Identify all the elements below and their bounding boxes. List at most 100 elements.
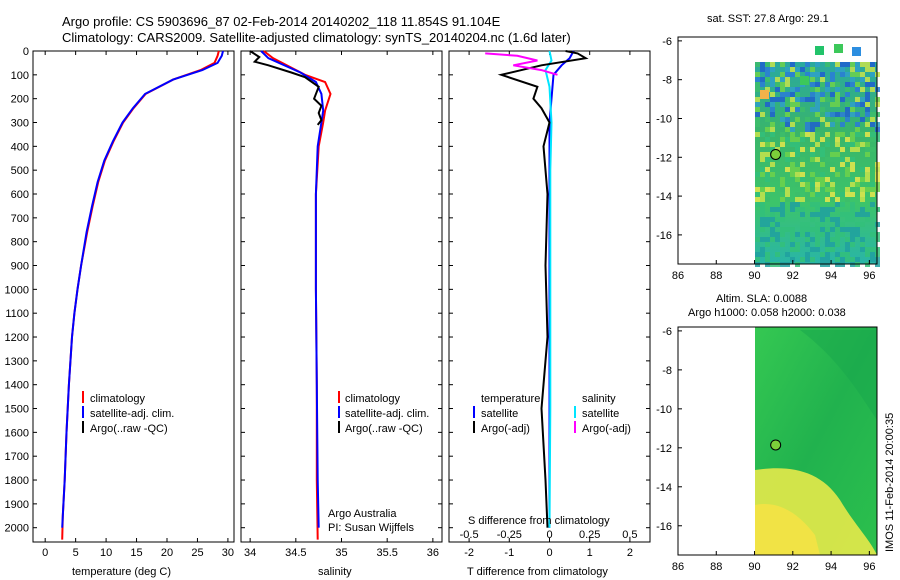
sst-pixel [825, 97, 830, 102]
sst-pixel [780, 117, 785, 122]
sst-pixel [820, 77, 825, 82]
sst-pixel [815, 237, 820, 242]
sst-pixel [820, 137, 825, 142]
sst-pixel [800, 207, 805, 212]
x-tick-label: 5 [73, 547, 79, 559]
sst-pixel [800, 177, 805, 182]
sst-pixel [780, 62, 785, 67]
sst-pixel [780, 202, 785, 207]
sst-pixel [755, 202, 760, 207]
sst-pixel [860, 62, 865, 67]
sst-pixel [760, 132, 765, 137]
sst-pixel [790, 207, 795, 212]
lon-tick-label: 94 [825, 270, 837, 282]
sst-pixel [860, 192, 865, 197]
sst-pixel [810, 147, 815, 152]
sst-pixel [860, 117, 865, 122]
sst-pixel [755, 187, 760, 192]
sst-pixel [870, 132, 875, 137]
sst-pixel [835, 92, 840, 97]
sst-pixel [855, 122, 860, 127]
sst-pixel [810, 97, 815, 102]
sst-pixel [860, 167, 865, 172]
sst-pixel [780, 197, 785, 202]
sst-pixel [805, 97, 810, 102]
sst-pixel [810, 202, 815, 207]
sst-pixel [780, 92, 785, 97]
sst-pixel [830, 157, 835, 162]
sst-pixel [790, 237, 795, 242]
lat-tick-label: -14 [656, 191, 672, 203]
sst-pixel [800, 257, 805, 262]
sst-pixel [810, 127, 815, 132]
lat-tick-label: -10 [656, 404, 672, 416]
sst-pixel [755, 62, 760, 67]
sst-pixel [795, 177, 800, 182]
sst-pixel [805, 222, 810, 227]
sst-pixel [805, 232, 810, 237]
sst-pixel [850, 232, 855, 237]
sst-pixel [820, 177, 825, 182]
sst-pixel [760, 167, 765, 172]
series-t-argo-adj- [497, 50, 589, 528]
sst-pixel [820, 162, 825, 167]
temperature-legend: climatology satellite-adj. clim. Argo(..… [82, 391, 174, 435]
x-tick-label: 36 [427, 547, 439, 559]
sst-pixel [795, 247, 800, 252]
sst-pixel [770, 132, 775, 137]
sst-pixel [805, 127, 810, 132]
sst-pixel [760, 62, 765, 67]
sst-pixel [845, 82, 850, 87]
sst-pixel [790, 172, 795, 177]
sst-pixel [850, 192, 855, 197]
sst-pixel [840, 112, 845, 117]
y-tick-label: 1200 [5, 332, 29, 344]
sst-pixel [780, 217, 785, 222]
sst-pixel [775, 87, 780, 92]
sst-pixel [810, 107, 815, 112]
sst-pixel [760, 172, 765, 177]
sst-pixel [790, 257, 795, 262]
sst-pixel [820, 222, 825, 227]
sst-pixel [805, 242, 810, 247]
sst-pixel [865, 142, 870, 147]
sst-pixel [850, 182, 855, 187]
sst-pixel [820, 257, 825, 262]
sst-pixel [770, 122, 775, 127]
sst-pixel [805, 132, 810, 137]
sst-pixel [815, 187, 820, 192]
sst-pixel [780, 232, 785, 237]
sst-pixel [840, 212, 845, 217]
sst-pixel [805, 122, 810, 127]
sst-pixel [760, 67, 765, 72]
sst-pixel [780, 227, 785, 232]
sst-pixel [780, 207, 785, 212]
sst-pixel [760, 247, 765, 252]
sst-pixel [834, 44, 843, 53]
sst-pixel [815, 92, 820, 97]
legend-label-satellite: satellite-adj. clim. [345, 408, 429, 420]
x-tick-label: 20 [161, 547, 173, 559]
lon-tick-label: 94 [825, 561, 837, 573]
sst-pixel [835, 62, 840, 67]
sst-pixel [850, 147, 855, 152]
sst-pixel [835, 82, 840, 87]
sst-pixel [865, 107, 870, 112]
sst-pixel [835, 252, 840, 257]
sst-pixel [830, 112, 835, 117]
sla-warm-core [755, 504, 820, 555]
sst-pixel [790, 247, 795, 252]
sst-pixel [785, 127, 790, 132]
sst-pixel [825, 132, 830, 137]
sst-pixels [755, 44, 880, 267]
sst-pixel [860, 132, 865, 137]
sst-pixel [810, 137, 815, 142]
sst-pixel [830, 77, 835, 82]
sst-map-frame [677, 36, 878, 265]
sst-pixel [830, 217, 835, 222]
sst-pixel [860, 242, 865, 247]
sst-pixel [785, 142, 790, 147]
x-tick-label: 34.5 [285, 547, 306, 559]
header-line1: Argo profile: CS 5903696_87 02-Feb-2014 … [62, 14, 501, 29]
sst-pixel [815, 72, 820, 77]
